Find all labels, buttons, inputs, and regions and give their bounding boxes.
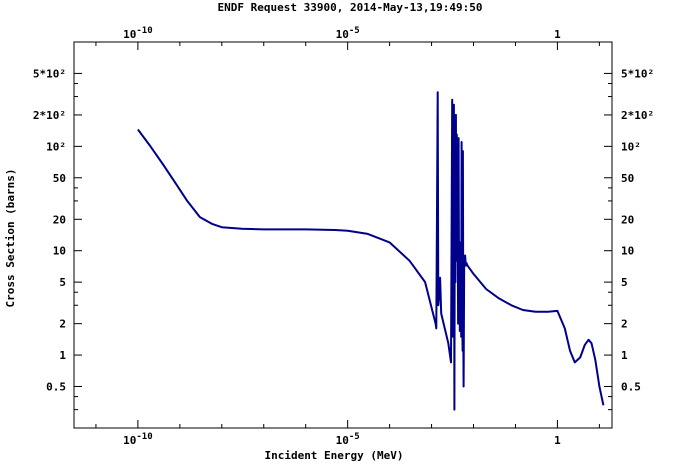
x-tick-label: 1 [554, 434, 561, 447]
y-tick-label: 20 [53, 213, 66, 226]
y-tick-label: 10 [53, 245, 66, 258]
y-tick-label: 2*10² [33, 109, 66, 122]
x-tick-label: 1 [554, 28, 561, 41]
x-tick-label: 10-10 [123, 26, 153, 41]
x-tick-label: 10-5 [336, 432, 360, 447]
x-tick-label: 10-10 [123, 432, 153, 447]
y-tick-label: 50 [53, 172, 66, 185]
x-tick-top-group: 10-10 10-5 1 [95, 26, 600, 50]
y-tick-right-group: 5*10² 2*10² 10² 50 20 10 5 2 1 0.5 [604, 67, 654, 411]
x-tick-bottom-group: 10-10 10-5 1 [95, 420, 600, 447]
y-axis-label: Cross Section (barns) [4, 168, 17, 307]
y-tick-label: 2 [59, 318, 66, 331]
y-tick-label: 10 [621, 245, 634, 258]
y-tick-label: 0.5 [621, 380, 641, 393]
y-tick-label: 20 [621, 213, 634, 226]
y-tick-label: 50 [621, 172, 634, 185]
y-tick-label: 5 [621, 276, 628, 289]
plot-frame [73, 41, 613, 429]
y-tick-left-group: 5*10² 2*10² 10² 50 20 10 5 2 1 0.5 [33, 67, 82, 411]
y-tick-label: 1 [59, 349, 66, 362]
x-tick-label: 10-5 [336, 26, 360, 41]
series-line [137, 91, 605, 411]
y-tick-label: 10² [46, 140, 66, 153]
y-tick-label: 2 [621, 318, 628, 331]
y-tick-label: 5*10² [33, 67, 66, 80]
y-tick-label: 2*10² [621, 109, 654, 122]
y-tick-label: 10² [621, 140, 641, 153]
x-axis-label: Incident Energy (MeV) [264, 449, 403, 462]
y-tick-label: 5 [59, 276, 66, 289]
y-tick-label: 0.5 [46, 380, 66, 393]
y-tick-label: 5*10² [621, 67, 654, 80]
y-tick-label: 1 [621, 349, 628, 362]
chart-title: ENDF Request 33900, 2014-May-13,19:49:50 [218, 1, 483, 14]
